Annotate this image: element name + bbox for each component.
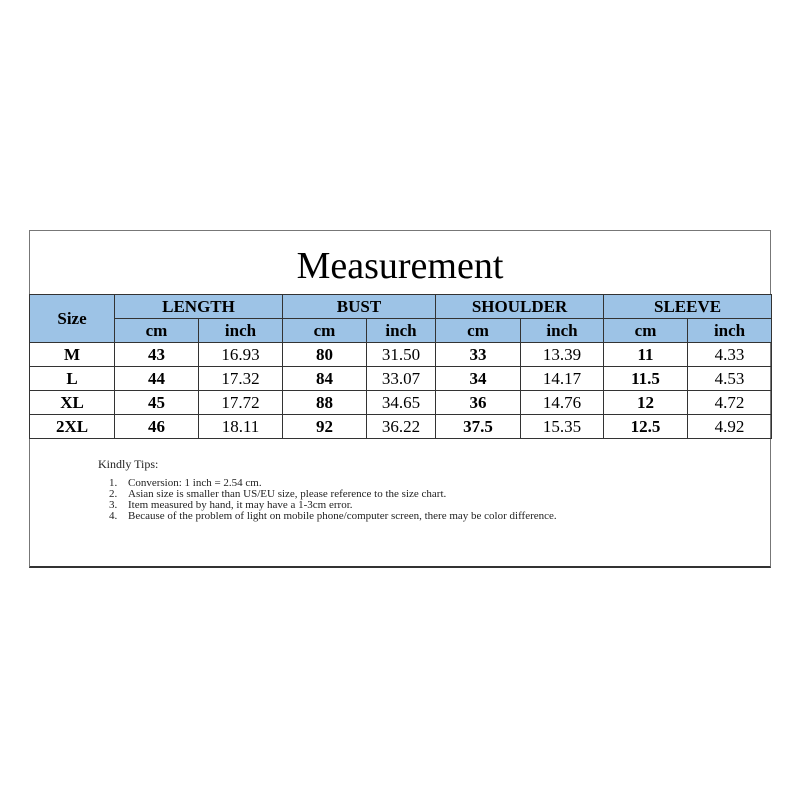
tip-item: Asian size is smaller than US/EU size, p…	[120, 489, 648, 500]
header-length: LENGTH	[114, 294, 283, 319]
size-cell: L	[29, 366, 115, 391]
table-row: XL 45 17.72 88 34.65 36 14.76 12 4.72	[29, 390, 773, 415]
subheader-inch: inch	[365, 318, 437, 343]
cm-cell: 33	[435, 342, 522, 367]
inch-cell: 14.17	[520, 366, 605, 391]
tip-item: Because of the problem of light on mobil…	[120, 511, 648, 522]
subheader-cm: cm	[435, 318, 522, 343]
table-row: 2XL 46 18.11 92 36.22 37.5 15.35 12.5 4.92	[29, 414, 773, 439]
inch-cell: 17.72	[198, 390, 283, 415]
cm-cell: 11	[603, 342, 689, 367]
inch-cell: 14.76	[520, 390, 605, 415]
subheader-inch: inch	[520, 318, 605, 343]
inch-cell: 36.22	[365, 414, 437, 439]
inch-cell: 31.50	[365, 342, 437, 367]
inch-cell: 18.11	[198, 414, 283, 439]
cm-cell: 92	[282, 414, 367, 439]
table-row: M 43 16.93 80 31.50 33 13.39 11 4.33	[29, 342, 773, 367]
table-row: L 44 17.32 84 33.07 34 14.17 11.5 4.53	[29, 366, 773, 391]
kindly-tips: Kindly Tips: Conversion: 1 inch = 2.54 c…	[98, 457, 648, 522]
size-cell: 2XL	[29, 414, 115, 439]
subheader-cm: cm	[282, 318, 367, 343]
cm-cell: 43	[114, 342, 199, 367]
inch-cell: 4.72	[687, 390, 773, 415]
cm-cell: 80	[282, 342, 367, 367]
tip-item: Item measured by hand, it may have a 1-3…	[120, 500, 648, 511]
size-cell: XL	[29, 390, 115, 415]
size-cell: M	[29, 342, 115, 367]
cm-cell: 36	[435, 390, 522, 415]
inch-cell: 17.32	[198, 366, 283, 391]
header-sleeve: SLEEVE	[603, 294, 773, 319]
size-chart: Measurement Size LENGTH BUST SHOULDER SL…	[29, 230, 773, 568]
inch-cell: 34.65	[365, 390, 437, 415]
inch-cell: 13.39	[520, 342, 605, 367]
cm-cell: 45	[114, 390, 199, 415]
cm-cell: 12.5	[603, 414, 689, 439]
cm-cell: 11.5	[603, 366, 689, 391]
subheader-inch: inch	[687, 318, 773, 343]
inch-cell: 4.53	[687, 366, 773, 391]
subheader-inch: inch	[198, 318, 283, 343]
inch-cell: 33.07	[365, 366, 437, 391]
header-shoulder: SHOULDER	[435, 294, 605, 319]
chart-title: Measurement	[296, 245, 504, 287]
cm-cell: 37.5	[435, 414, 522, 439]
tip-item: Conversion: 1 inch = 2.54 cm.	[120, 478, 648, 489]
inch-cell: 4.92	[687, 414, 773, 439]
inch-cell: 16.93	[198, 342, 283, 367]
subheader-cm: cm	[603, 318, 689, 343]
cm-cell: 34	[435, 366, 522, 391]
cm-cell: 44	[114, 366, 199, 391]
inch-cell: 15.35	[520, 414, 605, 439]
subheader-cm: cm	[114, 318, 199, 343]
inch-cell: 4.33	[687, 342, 773, 367]
cm-cell: 46	[114, 414, 199, 439]
cm-cell: 88	[282, 390, 367, 415]
size-table: Size LENGTH BUST SHOULDER SLEEVE cm inch…	[29, 294, 773, 439]
header-size: Size	[29, 294, 115, 343]
cm-cell: 12	[603, 390, 689, 415]
cm-cell: 84	[282, 366, 367, 391]
tips-heading: Kindly Tips:	[98, 457, 159, 471]
header-bust: BUST	[281, 294, 437, 319]
